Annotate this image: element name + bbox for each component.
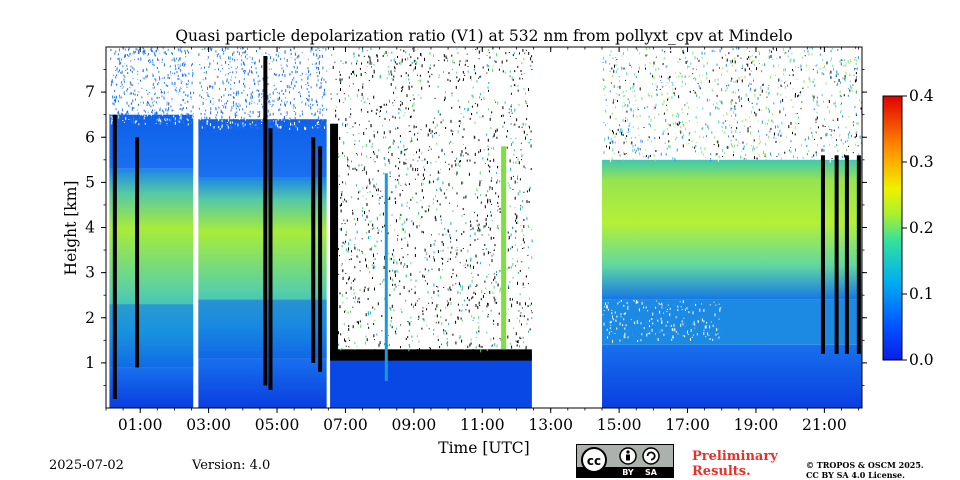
black-streak-5: [318, 146, 323, 372]
x-tick-label: 07:00: [323, 416, 368, 434]
black-streak-4: [311, 137, 316, 363]
y-tick-label: 2: [85, 309, 95, 327]
colorbar-axis: 0.0 0.1 0.2 0.3 0.4: [902, 87, 934, 369]
x-tick-label: 03:00: [186, 416, 231, 434]
y-tick-label: 7: [85, 83, 95, 101]
colorbar-tick-label: 0.3: [909, 153, 934, 171]
x-tick-label: 01:00: [118, 416, 163, 434]
black-streak-6: [820, 155, 825, 354]
black-streak-1: [135, 137, 140, 368]
aerosol-layer-4: [602, 159, 862, 300]
copyright-notice: © TROPOS & OSCM 2025. CC BY SA 4.0 Licen…: [806, 460, 924, 480]
colorbar-tick-label: 0.1: [909, 285, 934, 303]
black-streak-8: [844, 155, 849, 354]
y-axis-label: Height [km]: [62, 181, 80, 276]
boundary-mix-2: [198, 299, 327, 359]
preliminary-line-1: Preliminary: [692, 449, 778, 464]
black-streak-3: [268, 128, 273, 390]
black-streak-0: [112, 114, 117, 399]
cc-icon-label: cc: [587, 454, 601, 468]
preliminary-line-2: Results.: [692, 464, 751, 479]
y-tick-label: 3: [85, 264, 95, 282]
license-badge: cc BY SA: [576, 444, 674, 478]
boundary-layer-2: [198, 358, 327, 408]
colorbar-tick-label: 0.0: [909, 351, 934, 369]
version-label: Version: 4.0: [192, 458, 271, 473]
surface-layer-3: [330, 353, 532, 408]
x-tick-label: 05:00: [255, 416, 300, 434]
x-axis-label: Time [UTC]: [438, 439, 529, 457]
x-tick-label: 09:00: [392, 416, 437, 434]
copyright-line-2: CC BY SA 4.0 License.: [806, 470, 905, 480]
cloud-column-1: [384, 173, 388, 381]
cloud-base-edge: [330, 349, 532, 361]
x-tick-label: 17:00: [665, 416, 710, 434]
colorbar: [882, 95, 903, 361]
sa-label: SA: [645, 468, 658, 477]
x-tick-label: 13:00: [528, 416, 573, 434]
black-streak-2: [263, 56, 268, 386]
cc-icon: [581, 447, 607, 473]
upper-layer-1: [109, 114, 194, 169]
mid-layer-4: [602, 299, 862, 345]
x-axis: 01:00 03:00 05:00 07:00 09:00 11:00 13:00 15:00…: [105, 47, 859, 434]
boundary-layer-4: [602, 344, 862, 408]
noise-1: [109, 47, 195, 127]
preliminary-results-label: Preliminary Results.: [692, 449, 778, 479]
x-tick-label: 11:00: [460, 416, 505, 434]
black-streak-7: [834, 155, 839, 354]
boundary-layer-1: [109, 367, 194, 408]
date-label: 2025-07-02: [49, 458, 124, 473]
black-streak-a: [330, 123, 339, 354]
x-tick-label: 19:00: [734, 416, 779, 434]
upper-layer-2: [198, 119, 327, 178]
y-axis: 1 2 3 4 5 6 7: [85, 69, 867, 386]
plot-area: [109, 47, 863, 408]
copyright-line-1: © TROPOS & OSCM 2025.: [806, 460, 924, 470]
share-alike-icon: [642, 447, 660, 465]
black-streak-9: [856, 155, 861, 354]
boundary-mix-1: [109, 304, 194, 368]
y-tick-label: 6: [85, 128, 95, 146]
y-tick-label: 1: [85, 354, 95, 372]
y-tick-label: 4: [85, 219, 95, 237]
x-tick-label: 15:00: [597, 416, 642, 434]
chart-title: Quasi particle depolarization ratio (V1)…: [175, 27, 792, 45]
cloud-column-2: [501, 146, 507, 350]
by-label: BY: [622, 468, 634, 477]
colorbar-tick-label: 0.2: [909, 219, 934, 237]
gaps-4: [602, 299, 723, 343]
noise-4: [602, 47, 863, 163]
noise-2: [198, 47, 328, 132]
colorbar-tick-label: 0.4: [909, 87, 934, 105]
y-tick-label: 5: [85, 173, 95, 191]
x-tick-label: 21:00: [802, 416, 847, 434]
